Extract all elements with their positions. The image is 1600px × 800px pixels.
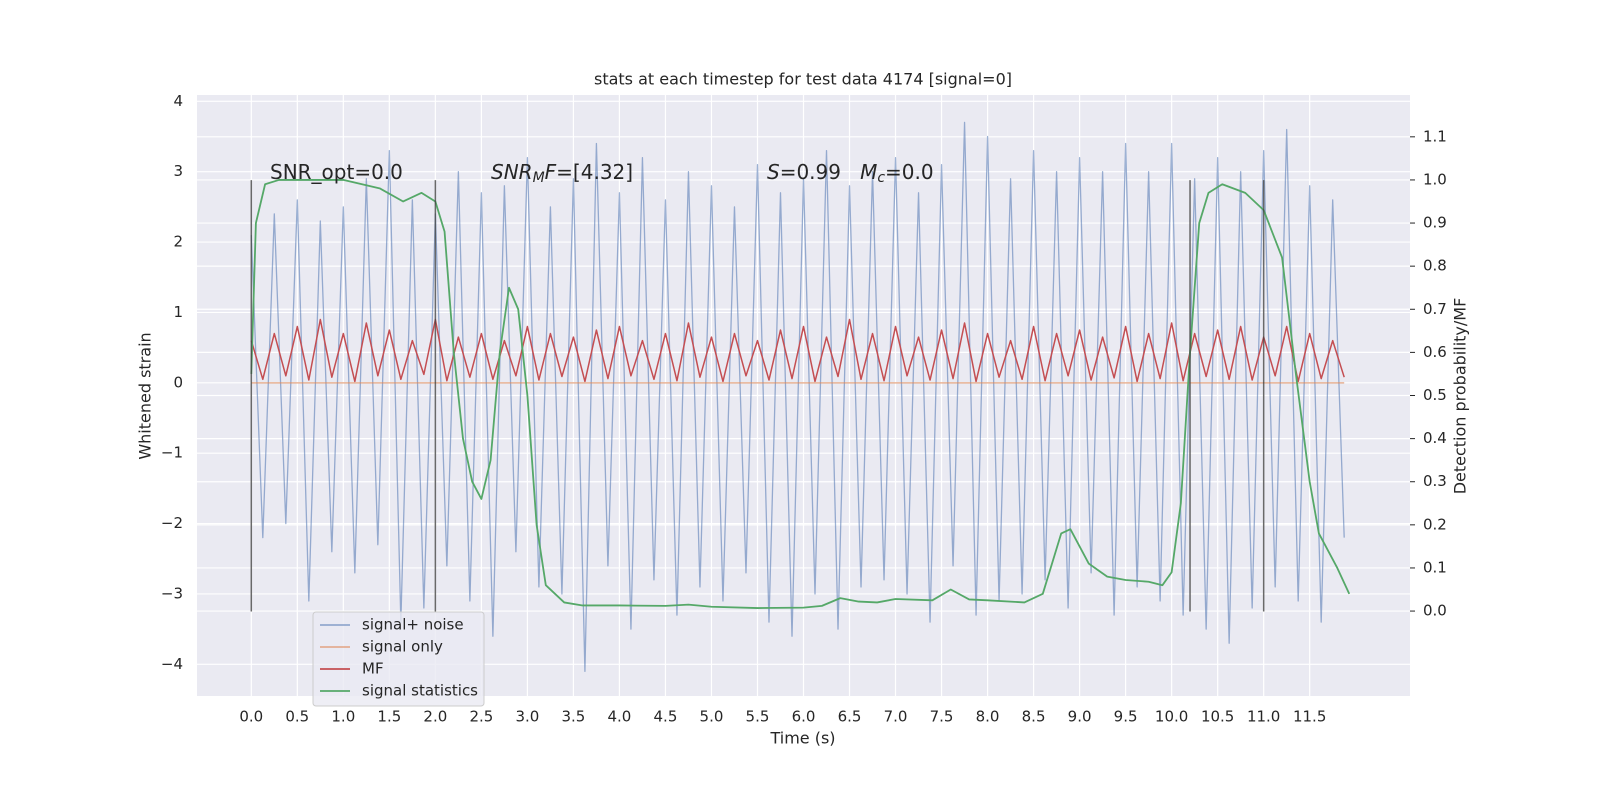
x-tick-label: 10.5 <box>1201 708 1234 726</box>
annotation-part: =0.0 <box>885 160 934 184</box>
x-tick-label: 3.5 <box>561 708 585 726</box>
x-tick-label: 3.0 <box>515 708 539 726</box>
x-tick-label: 8.5 <box>1022 708 1046 726</box>
annotation: S=0.99 Mc=0.0 <box>767 160 934 187</box>
y2-tick-label: 0.4 <box>1423 429 1447 447</box>
y-tick-label: 3 <box>173 162 183 180</box>
y2-tick-label: 0.1 <box>1423 558 1447 576</box>
annotation-part: SNR_opt=0.0 <box>270 160 403 184</box>
y2-tick-label: 0.8 <box>1423 257 1447 275</box>
y2-axis-label: Detection probability/MF <box>1451 298 1470 495</box>
x-tick-label: 0.5 <box>285 708 309 726</box>
x-tick-label: 7.0 <box>884 708 908 726</box>
annotation-part: F <box>545 160 557 184</box>
y2-tick-label: 0.5 <box>1423 386 1447 404</box>
x-tick-label: 2.5 <box>469 708 493 726</box>
series-line <box>250 121 1345 673</box>
x-tick-label: 10.0 <box>1155 708 1188 726</box>
annotation-part: M <box>533 170 545 186</box>
annotation-part: SNR <box>491 160 533 184</box>
y2-tick-label: 1.0 <box>1423 170 1447 188</box>
y-tick-label: 2 <box>173 233 183 251</box>
annotation-part: =[4.32] <box>556 160 633 184</box>
annotation-part: c <box>877 170 885 186</box>
legend-label: signal+ noise <box>362 616 464 634</box>
x-tick-label: 1.0 <box>331 708 355 726</box>
y2-tick-label: 0.6 <box>1423 343 1447 361</box>
y2-tick-label: 0.7 <box>1423 300 1447 318</box>
annotation-part: =0.99 <box>780 160 860 184</box>
y-tick-label: −3 <box>161 584 183 602</box>
series-line <box>250 318 1345 383</box>
y2-tick-label: 0.2 <box>1423 515 1447 533</box>
y-tick-label: −2 <box>161 514 183 532</box>
legend-label: signal only <box>362 638 443 656</box>
annotation-part: S <box>767 160 780 184</box>
y2-tick-label: 0.0 <box>1423 602 1447 620</box>
x-tick-label: 5.0 <box>700 708 724 726</box>
annotation: SNRMF=[4.32] <box>491 160 633 187</box>
y-tick-label: −4 <box>161 655 183 673</box>
y2-tick-label: 0.9 <box>1423 214 1447 232</box>
legend-label: signal statistics <box>362 682 478 700</box>
x-tick-label: 4.0 <box>608 708 632 726</box>
y2-tick-label: 1.1 <box>1423 127 1447 145</box>
legend-label: MF <box>362 660 384 678</box>
y-tick-label: 0 <box>173 373 183 391</box>
x-tick-label: 6.0 <box>792 708 816 726</box>
annotation: SNR_opt=0.0 <box>270 160 403 184</box>
x-axis-label: Time (s) <box>769 729 835 748</box>
x-tick-label: 6.5 <box>838 708 862 726</box>
legend-box <box>312 611 485 707</box>
x-tick-label: 2.0 <box>423 708 447 726</box>
y-tick-label: −1 <box>161 444 183 462</box>
x-tick-label: 1.5 <box>377 708 401 726</box>
y2-tick-label: 0.3 <box>1423 472 1447 490</box>
x-tick-label: 11.5 <box>1293 708 1326 726</box>
x-tick-label: 9.0 <box>1068 708 1092 726</box>
y-axis-label: Whitened strain <box>136 332 155 459</box>
x-tick-label: 0.0 <box>239 708 263 726</box>
x-tick-label: 4.5 <box>654 708 678 726</box>
series-line <box>250 179 1351 609</box>
x-tick-label: 9.5 <box>1114 708 1138 726</box>
annotation-part: M <box>860 160 877 184</box>
x-tick-label: 8.0 <box>976 708 1000 726</box>
x-tick-label: 5.5 <box>746 708 770 726</box>
chart-title: stats at each timestep for test data 417… <box>594 70 1012 89</box>
x-tick-label: 11.0 <box>1247 708 1280 726</box>
x-tick-label: 7.5 <box>930 708 954 726</box>
y-tick-label: 1 <box>173 303 183 321</box>
y-tick-label: 4 <box>173 92 183 110</box>
